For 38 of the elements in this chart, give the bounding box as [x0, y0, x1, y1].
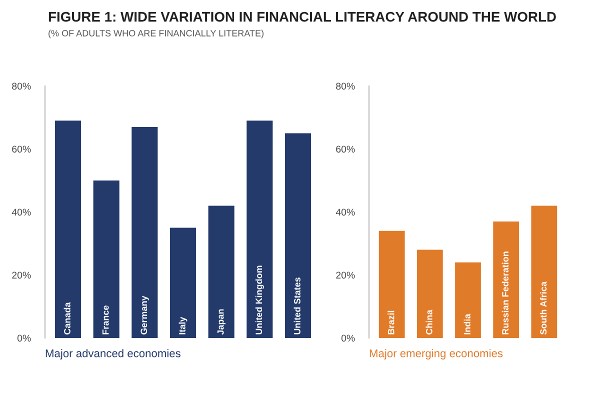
y-tick-label: 0%	[341, 334, 355, 342]
bar	[455, 262, 481, 338]
bar	[208, 206, 234, 338]
x-axis-title: Major advanced economies	[46, 349, 180, 360]
y-tick-label: 40%	[12, 208, 31, 216]
chart-title: FIGURE 1: WIDE VARIATION IN FINANCIAL LITERACY AROUND THE WORLD	[48, 12, 556, 22]
y-tick-label: 0%	[17, 334, 31, 342]
x-tick-label: Germany	[140, 296, 149, 334]
bar	[170, 228, 196, 338]
y-tick-label: 40%	[336, 208, 355, 216]
y-tick-label: 60%	[12, 146, 31, 153]
bar	[416, 250, 443, 338]
x-tick-label: United Kingdom	[255, 266, 264, 334]
x-axis-title: Major emerging economies	[370, 349, 503, 360]
x-tick-label: China	[426, 310, 432, 334]
x-tick-label: Japan	[217, 309, 226, 335]
y-tick-label: 20%	[336, 272, 355, 279]
x-tick-label: Italy	[178, 316, 188, 334]
x-tick-label: United States	[294, 278, 300, 334]
x-tick-label: Russian Federation	[502, 252, 508, 334]
x-tick-label: France	[102, 306, 109, 334]
y-tick-label: 80%	[336, 82, 355, 90]
y-tick-label: 80%	[12, 82, 31, 90]
bar	[132, 126, 158, 338]
y-tick-label: 20%	[12, 272, 31, 279]
x-tick-label: Brazil	[388, 310, 394, 334]
x-tick-label: South Africa	[540, 281, 547, 335]
bar	[378, 230, 405, 338]
x-tick-label: India	[464, 314, 470, 334]
y-tick-label: 60%	[336, 146, 355, 153]
bar	[93, 180, 120, 338]
bar	[493, 221, 520, 338]
chart-subtitle: (% OF ADULTS WHO ARE FINANCIALLY LITERATE)	[48, 30, 264, 38]
bar	[531, 206, 558, 338]
bar	[54, 120, 82, 338]
bar	[246, 120, 273, 338]
bar	[284, 133, 312, 338]
x-tick-label: Canada	[64, 302, 70, 334]
